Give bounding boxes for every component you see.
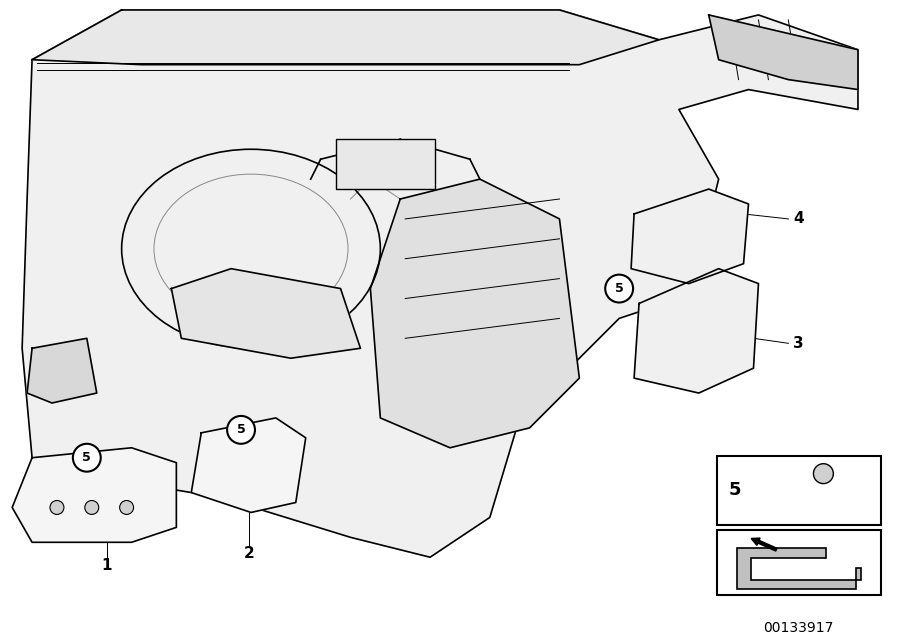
Text: 5: 5 <box>728 481 741 499</box>
Polygon shape <box>708 15 858 90</box>
Bar <box>716 530 881 595</box>
Circle shape <box>814 464 833 483</box>
Circle shape <box>85 501 99 515</box>
Polygon shape <box>13 448 176 543</box>
Circle shape <box>605 275 633 303</box>
Text: 5: 5 <box>615 282 624 295</box>
Bar <box>336 139 435 189</box>
Circle shape <box>227 416 255 444</box>
Polygon shape <box>736 548 861 590</box>
Polygon shape <box>192 418 306 513</box>
Polygon shape <box>171 268 360 358</box>
FancyArrow shape <box>752 538 777 551</box>
Circle shape <box>73 444 101 472</box>
Text: 5: 5 <box>237 424 246 436</box>
Text: 5: 5 <box>83 451 91 464</box>
Text: 3: 3 <box>793 336 804 351</box>
Text: 2: 2 <box>244 546 255 561</box>
Text: 1: 1 <box>102 558 112 572</box>
Circle shape <box>120 501 133 515</box>
Polygon shape <box>27 338 97 403</box>
Circle shape <box>50 501 64 515</box>
Polygon shape <box>32 10 659 65</box>
Polygon shape <box>22 10 858 557</box>
Bar <box>716 456 881 525</box>
Text: 4: 4 <box>793 211 804 226</box>
Polygon shape <box>634 268 759 393</box>
Polygon shape <box>371 179 580 448</box>
Polygon shape <box>631 189 749 284</box>
Text: 00133917: 00133917 <box>763 621 834 635</box>
